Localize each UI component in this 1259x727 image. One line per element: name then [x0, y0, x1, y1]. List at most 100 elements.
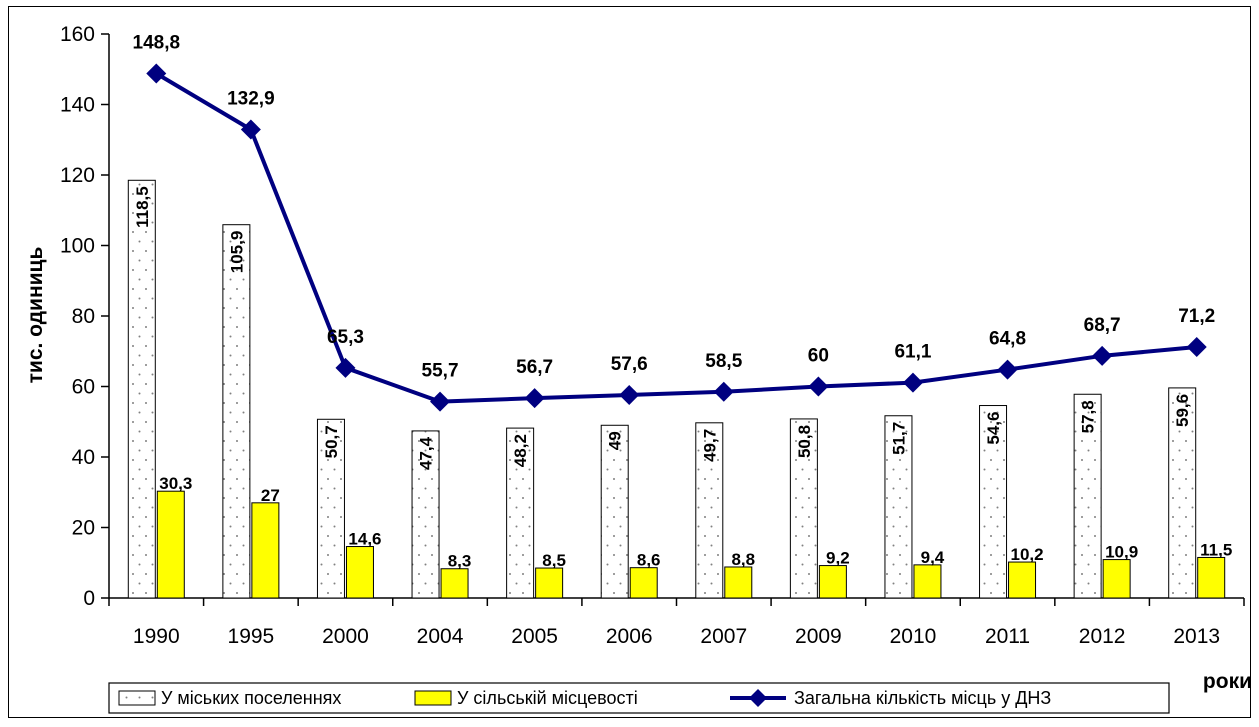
bar-rural-label: 11,5 — [1200, 540, 1232, 559]
bar-rural — [156, 490, 185, 599]
x-tick-label: 2006 — [606, 625, 653, 648]
legend-box — [108, 682, 1170, 714]
bar-urban — [1168, 387, 1197, 599]
bar-urban-label: 51,7 — [889, 422, 908, 455]
legend-label-rural: У сільській місцевості — [457, 688, 638, 708]
total-marker — [146, 63, 167, 84]
bar-urban — [884, 415, 913, 599]
bar-rural-label: 8,8 — [731, 550, 755, 569]
bar-urban-label: 57,8 — [1079, 400, 1098, 433]
legend-label-urban: У міських поселеннях — [161, 688, 341, 708]
bar-urban-label: 50,7 — [322, 425, 341, 458]
total-marker — [524, 388, 545, 409]
x-tick-label: 2009 — [795, 625, 842, 648]
bar-urban — [127, 179, 156, 599]
y-tick-label: 80 — [72, 305, 95, 328]
total-marker — [430, 391, 451, 412]
total-value-label: 68,7 — [1084, 315, 1121, 336]
total-marker — [1186, 337, 1207, 358]
total-value-label: 58,5 — [705, 351, 742, 372]
bar-urban-label: 118,5 — [133, 186, 152, 228]
x-tick-label: 2004 — [417, 625, 464, 648]
bar-urban-label: 50,8 — [795, 425, 814, 458]
total-value-label: 64,8 — [989, 329, 1026, 350]
bar-rural-label: 8,6 — [637, 551, 661, 570]
legend-swatch-rural — [414, 690, 452, 706]
total-marker — [902, 372, 923, 393]
bar-rural — [345, 546, 374, 599]
x-tick-label: 2005 — [511, 625, 558, 648]
data-labels: 118,5 105,9 50,7 47,4 48,2 49 49,7 50,8 51,7 54,6… — [133, 32, 1233, 570]
legend: У міських поселеннях У сільській місцево… — [108, 682, 1170, 714]
bar-rural-label: 9,4 — [921, 548, 945, 567]
series-urban-bars — [127, 179, 1197, 599]
legend-marker-total — [749, 689, 767, 707]
bar-urban — [506, 427, 535, 599]
x-axis-unit: роки — [1203, 670, 1252, 693]
bar-rural-label: 10,2 — [1010, 545, 1043, 564]
legend-swatch-urban — [118, 690, 156, 706]
bar-rural — [251, 502, 280, 599]
bar-urban — [222, 224, 251, 599]
x-tick-label: 2013 — [1173, 625, 1220, 648]
bar-urban — [600, 424, 629, 599]
bar-rural-label: 10,9 — [1105, 543, 1138, 562]
x-tick-label: 1995 — [228, 625, 275, 648]
bar-rural — [1102, 559, 1131, 599]
bar-urban-label: 48,2 — [511, 434, 530, 467]
legend-label-total: Загальна кількість місць у ДНЗ — [794, 688, 1051, 708]
x-tick-label: 2000 — [322, 625, 369, 648]
x-tick-label: 2012 — [1079, 625, 1126, 648]
bar-rural-label: 8,3 — [448, 552, 472, 571]
total-value-label: 60 — [808, 346, 829, 367]
bar-urban — [695, 422, 724, 599]
bar-urban-label: 49,7 — [700, 429, 719, 462]
bar-urban — [979, 405, 1008, 599]
y-tick-label: 0 — [83, 587, 95, 610]
y-axis-title: тис. одиниць — [24, 247, 47, 384]
total-value-label: 61,1 — [894, 342, 931, 363]
bar-rural — [535, 567, 564, 599]
bar-rural-label: 14,6 — [348, 530, 381, 549]
bar-rural — [913, 564, 942, 599]
total-marker — [335, 357, 356, 378]
bar-urban — [789, 418, 818, 599]
bar-rural — [1008, 561, 1037, 599]
bar-rural — [818, 565, 847, 599]
bar-urban — [1073, 393, 1102, 599]
total-marker — [240, 119, 261, 140]
y-tick-label: 20 — [72, 517, 95, 540]
total-value-label: 148,8 — [133, 32, 181, 53]
total-value-label: 55,7 — [422, 361, 459, 382]
total-value-label: 57,6 — [611, 354, 648, 375]
series-total-line — [146, 63, 1207, 412]
chart-frame — [8, 6, 1251, 718]
axes: 0 20 40 60 80 100 120 140 160 1990 1995 2000 2004 200… — [60, 23, 1245, 648]
bar-rural — [1197, 556, 1226, 599]
total-marker — [997, 359, 1018, 380]
bar-urban-label: 54,6 — [984, 412, 1003, 445]
bar-rural — [724, 566, 753, 599]
bar-urban-label: 47,4 — [417, 436, 436, 470]
total-value-label: 71,2 — [1178, 306, 1215, 327]
bar-urban — [316, 418, 345, 599]
bar-urban-label: 59,6 — [1173, 394, 1192, 427]
bar-rural-label: 9,2 — [826, 549, 850, 568]
series-rural-bars — [156, 490, 1226, 599]
x-tick-label: 2007 — [700, 625, 747, 648]
total-marker — [808, 376, 829, 397]
bar-rural-label: 27 — [261, 486, 280, 505]
total-line-path — [155, 71, 1197, 404]
bar-urban-label: 49 — [606, 431, 625, 450]
total-value-label: 65,3 — [327, 327, 364, 348]
bar-rural — [440, 568, 469, 599]
y-tick-label: 40 — [72, 446, 95, 469]
total-value-label: 132,9 — [227, 89, 275, 110]
total-marker — [713, 381, 734, 402]
bar-rural — [629, 567, 658, 599]
bar-rural-label: 30,3 — [159, 474, 192, 493]
x-tick-label: 1990 — [133, 625, 180, 648]
y-tick-label: 60 — [72, 376, 95, 399]
x-tick-label: 2011 — [985, 625, 1030, 648]
